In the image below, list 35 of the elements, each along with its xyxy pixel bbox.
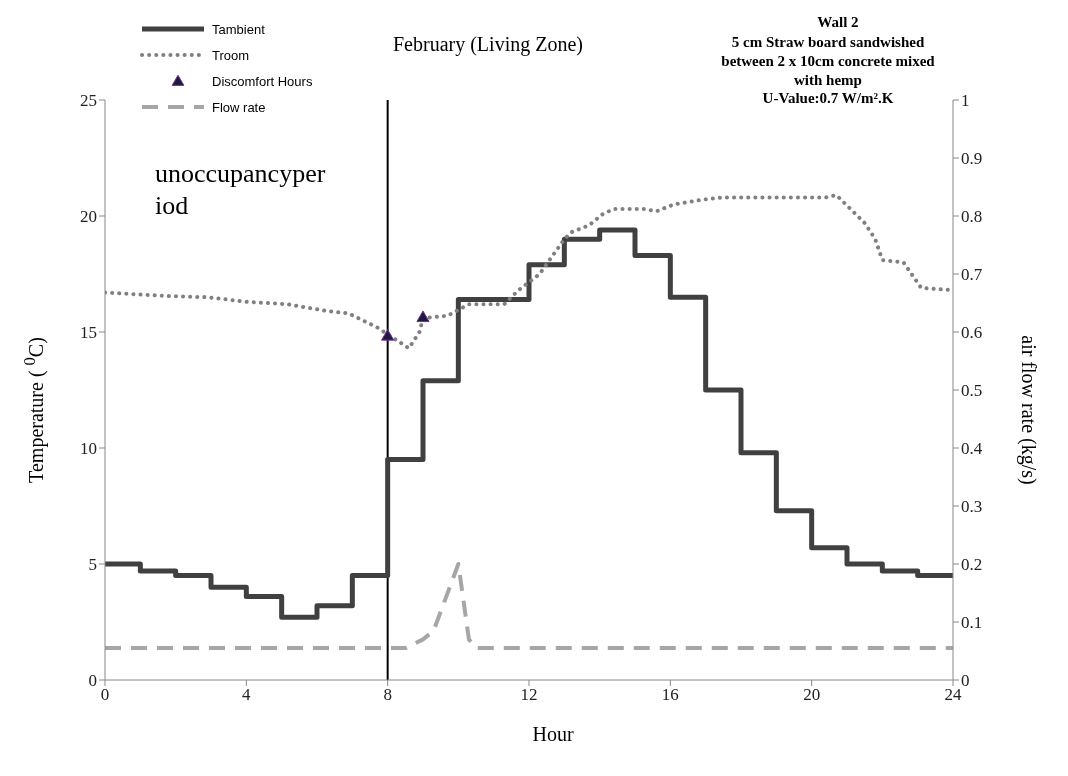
text: February (Living Zone) <box>393 33 583 56</box>
y-tick-label: 5 <box>88 555 97 575</box>
legend-label: Flow rate <box>212 99 266 115</box>
y-tick-label: 0 <box>88 671 97 691</box>
chart-subtitle: 5 cm Straw board sandwished between 2 x 10cm concrete mixed with hemp <box>720 33 936 90</box>
x-tick-label: 12 <box>520 685 538 705</box>
x-tick-label: 8 <box>383 685 392 705</box>
legend-label: Tambient <box>212 21 265 37</box>
x-tick-label: 24 <box>944 685 962 705</box>
y2-tick-label: 0.6 <box>961 323 983 343</box>
legend-label: Discomfort Hours <box>212 73 313 89</box>
y2-tick-label: 0 <box>961 671 970 691</box>
annotation: unoccupancyperiod <box>155 158 327 222</box>
y2-tick-label: 0.4 <box>961 439 983 459</box>
y2-tick-label: 0.3 <box>961 497 983 517</box>
y-tick-label: 10 <box>80 439 97 459</box>
y2-tick-label: 0.1 <box>961 613 983 633</box>
y2-tick-label: 0.8 <box>961 207 983 227</box>
y2-axis-title: air flow rate (kg/s) <box>1017 334 1040 487</box>
y-tick-label: 20 <box>80 207 97 227</box>
y-tick-label: 15 <box>80 323 97 343</box>
y2-tick-label: 0.9 <box>961 149 983 169</box>
chart-title: Wall 2 <box>816 14 860 31</box>
y2-tick-label: 0.2 <box>961 555 983 575</box>
x-tick-label: 16 <box>661 685 679 705</box>
x-axis-title: Hour <box>531 723 575 746</box>
legend-label: Troom <box>212 47 250 63</box>
y2-tick-label: 1 <box>961 91 970 111</box>
x-tick-label: 4 <box>242 685 252 705</box>
x-tick-label: 20 <box>803 685 821 705</box>
line-series <box>105 562 953 651</box>
y-tick-label: 25 <box>80 91 97 111</box>
y2-tick-label: 0.7 <box>961 265 983 285</box>
y2-tick-label: 0.5 <box>961 381 983 401</box>
annotation: U-Value:0.7 W/m².K <box>761 90 895 107</box>
